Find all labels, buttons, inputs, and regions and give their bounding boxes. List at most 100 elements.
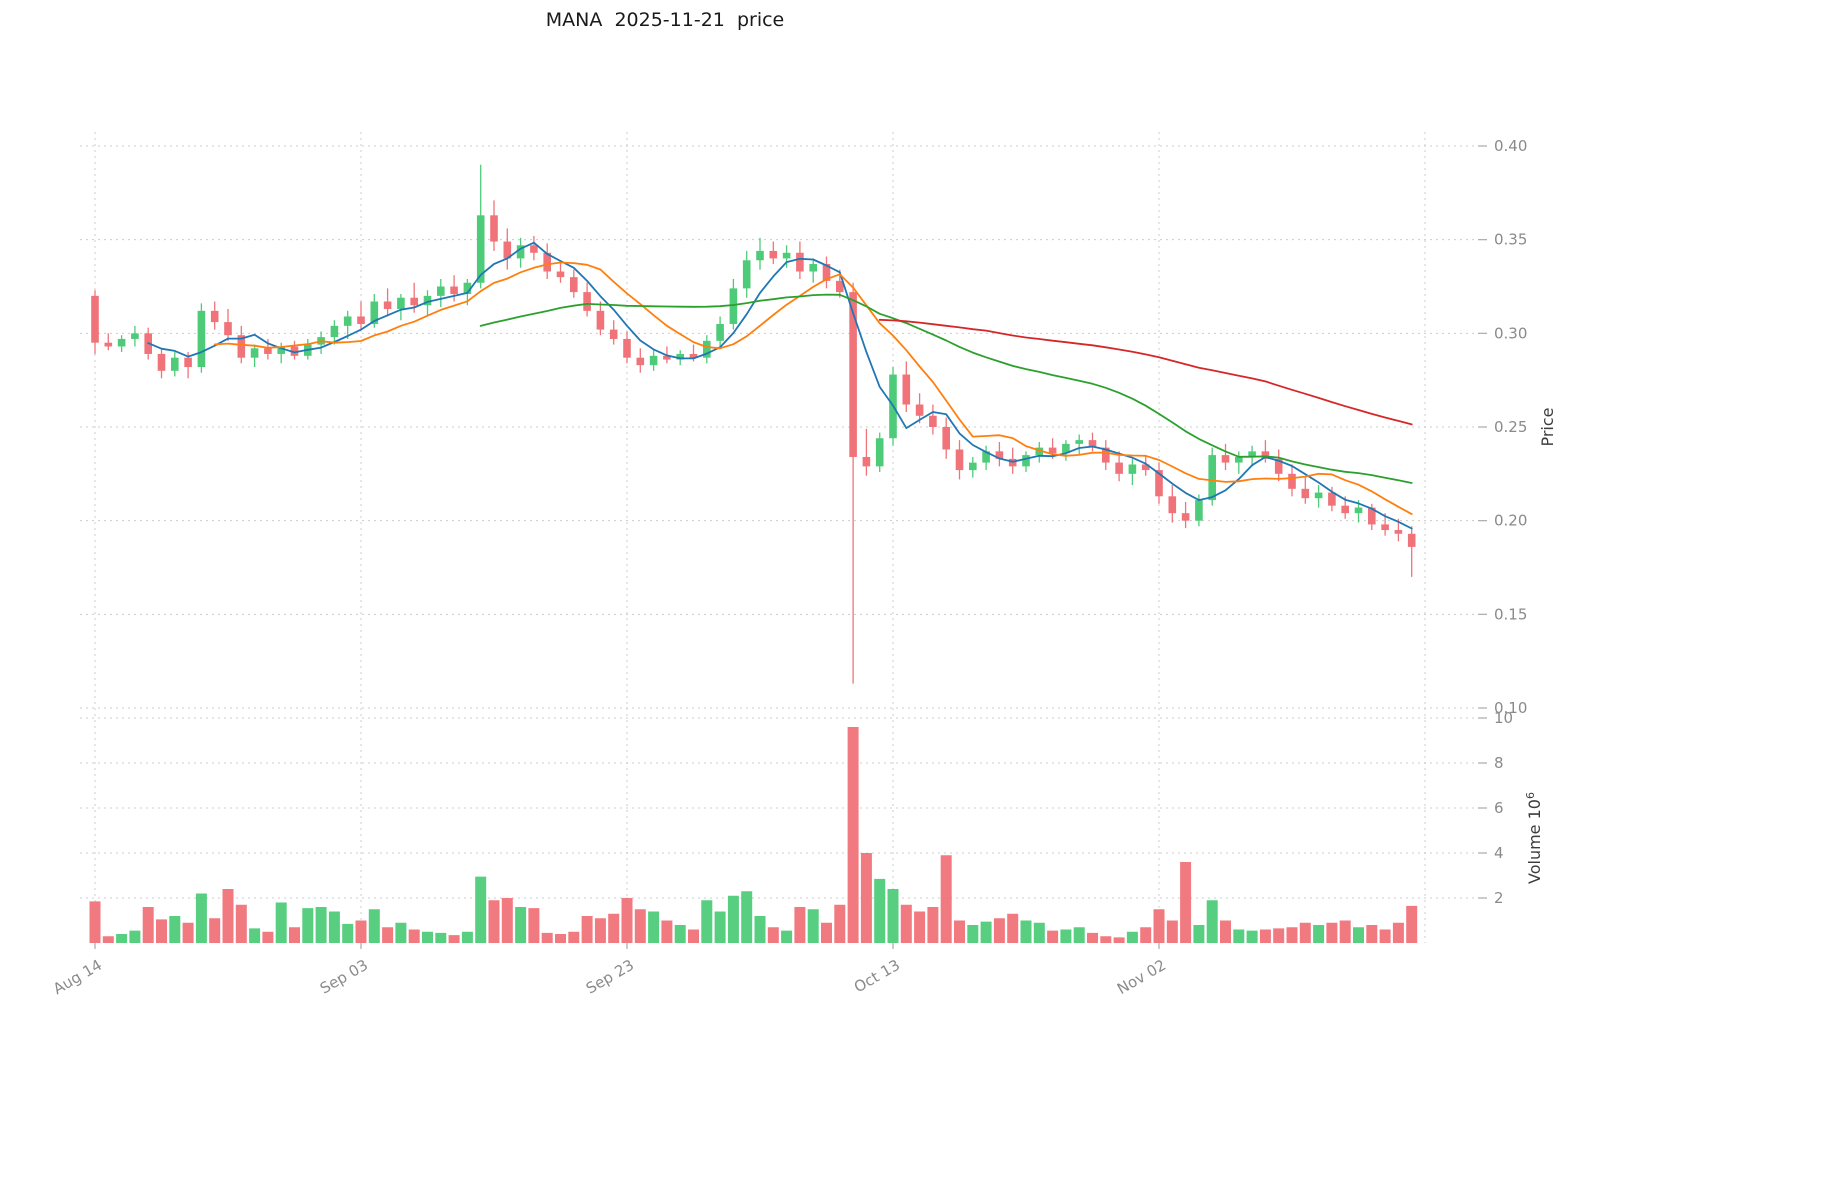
volume-bar (661, 920, 673, 943)
candle-body (875, 438, 884, 467)
candle-body (370, 301, 379, 324)
candle-body (1181, 513, 1190, 521)
volume-bar (1113, 937, 1125, 943)
volume-bar (860, 853, 872, 943)
volume-bar (807, 909, 819, 943)
volume-bar (727, 895, 739, 943)
candle-body (1022, 455, 1030, 467)
candle-body (290, 346, 299, 356)
candle-body (902, 374, 911, 405)
candle-body (330, 325, 339, 338)
candle-body (1168, 496, 1177, 514)
volume-bar (422, 931, 433, 943)
candle-body (1301, 488, 1310, 499)
volume-bar (156, 919, 167, 943)
volume-bar (741, 891, 753, 943)
candle-body (516, 245, 525, 259)
volume-bar (1406, 905, 1418, 943)
candle-body (157, 353, 166, 371)
volume-tick-label: 6 (1494, 799, 1504, 817)
candle-body (184, 357, 192, 368)
volume-bar (1206, 900, 1218, 943)
candle-body (636, 357, 645, 366)
candle-body (397, 297, 405, 309)
candle-body (423, 295, 432, 306)
volume-bar (102, 936, 114, 943)
candle-body (131, 333, 139, 339)
candle-body (583, 292, 591, 311)
price-tick-label: 0.30 (1494, 324, 1527, 342)
volume-bar (328, 911, 340, 943)
candle-body (450, 286, 458, 294)
ma-line-10 (213, 261, 1413, 515)
candle-body (942, 427, 950, 450)
volume-bar (887, 889, 899, 943)
volume-bar (621, 898, 633, 943)
volume-bar (1366, 925, 1378, 943)
candle-body (1075, 440, 1083, 444)
volume-bar (1299, 922, 1311, 943)
ma-line-30 (479, 293, 1413, 484)
volume-bar (1180, 862, 1192, 943)
volume-bar (1379, 929, 1391, 943)
volume-bar (967, 925, 979, 943)
volume-bar (674, 925, 686, 943)
candle-body (982, 451, 990, 463)
volume-axis-label: Volume 106 (1524, 792, 1544, 884)
volume-bar (182, 922, 194, 943)
date-tick-label: Sep 03 (317, 956, 371, 998)
volume-bar (940, 855, 952, 943)
ma-line-5 (147, 241, 1413, 530)
volume-bar (767, 927, 779, 943)
volume-bar (927, 907, 939, 943)
volume-bar (581, 916, 593, 943)
volume-bar (475, 876, 487, 943)
volume-bar (142, 907, 154, 943)
volume-bar (515, 907, 527, 943)
candle-body (809, 264, 817, 272)
volume-bar (169, 916, 181, 943)
candle-body (729, 288, 738, 324)
volume-bar (315, 907, 327, 943)
volume-bar (342, 923, 354, 943)
volume-bar (1020, 920, 1032, 943)
volume-bar (1153, 909, 1165, 943)
volume-bar (435, 932, 447, 943)
volume-bar (1220, 920, 1231, 943)
candle-body (543, 252, 551, 272)
volume-bar (701, 900, 713, 943)
volume-bar (1259, 929, 1271, 943)
candle-body (836, 280, 844, 293)
candle-body (1328, 492, 1336, 506)
candle-body (277, 346, 285, 354)
volume-bar (1246, 930, 1258, 943)
candle-body (490, 215, 498, 242)
candle-body (530, 245, 538, 253)
volume-bar (754, 916, 766, 943)
candle-body (716, 323, 724, 341)
candle-body (955, 449, 964, 471)
volume-bar (501, 898, 513, 943)
volume-bar (1087, 932, 1098, 943)
volume-bar (275, 902, 287, 943)
candle-body (1102, 447, 1110, 463)
volume-bar (1286, 927, 1298, 943)
date-tick-label: Sep 23 (583, 956, 637, 998)
candle-body (822, 264, 831, 281)
volume-bar (448, 935, 460, 943)
candle-body (1088, 440, 1097, 448)
volume-bar (1033, 922, 1045, 943)
volume-bar (355, 920, 367, 943)
candle-body (1381, 524, 1389, 531)
candle-body (503, 241, 512, 259)
candle-body (1288, 473, 1296, 489)
volume-bar (821, 922, 832, 943)
volume-tick-label: 10 (1494, 709, 1513, 727)
volume-bar (1140, 927, 1152, 943)
price-axis-label: Price (1538, 407, 1557, 446)
volume-bar (89, 901, 101, 943)
volume-bar (688, 929, 699, 943)
volume-bar (541, 932, 553, 943)
date-tick-label: Aug 14 (50, 956, 105, 998)
